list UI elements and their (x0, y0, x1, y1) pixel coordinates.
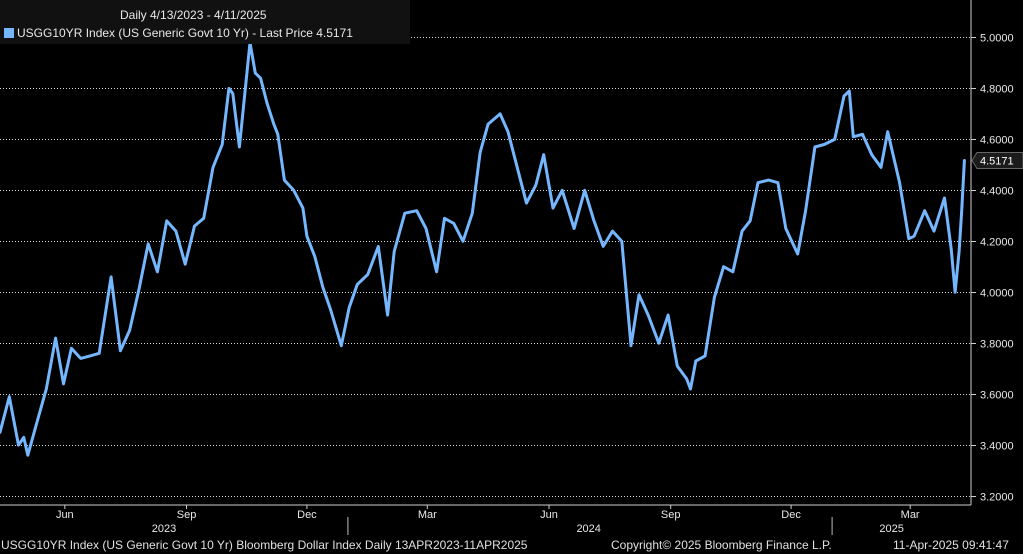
footer-timestamp: 11-Apr-2025 09:41:47 (893, 538, 1009, 552)
x-tick-label: Dec (297, 509, 317, 521)
y-tick-label: 4.0000 (980, 288, 1014, 300)
y-tick-label: 3.6000 (980, 390, 1014, 402)
chart-title: Daily 4/13/2023 - 4/11/2025 (120, 8, 267, 22)
year-label: 2023 (152, 523, 176, 535)
x-tick-label: Mar (901, 509, 920, 521)
chart-legend: Daily 4/13/2023 - 4/11/2025 USGG10YR Ind… (0, 0, 410, 44)
footer-ticker-info: USGG10YR Index (US Generic Govt 10 Yr) B… (1, 538, 528, 552)
y-tick-label: 4.4000 (980, 186, 1014, 198)
last-price-marker (971, 151, 1023, 169)
year-label: 2025 (879, 523, 903, 535)
last-price-label: 4.5171 (980, 155, 1014, 167)
y-tick-label: 4.2000 (980, 237, 1014, 249)
series-line (0, 41, 966, 457)
x-tick-label: Mar (418, 509, 437, 521)
footer-copyright: Copyright© 2025 Bloomberg Finance L.P. (611, 538, 832, 552)
x-tick-label: Jun (56, 509, 74, 521)
legend-series-label: USGG10YR Index (US Generic Govt 10 Yr) -… (17, 26, 353, 40)
y-tick-label: 5.0000 (980, 33, 1014, 45)
x-tick-label: Sep (177, 509, 197, 521)
legend-series: USGG10YR Index (US Generic Govt 10 Yr) -… (4, 26, 353, 40)
y-tick-label: 3.4000 (980, 441, 1014, 453)
x-tick-label: Sep (661, 509, 681, 521)
chart-footer: USGG10YR Index (US Generic Govt 10 Yr) B… (0, 536, 1023, 554)
price-chart: 3.2000 3.4000 3.6000 3.8000 4.0000 4.2000 4.40… (0, 0, 1023, 535)
x-tick-label: Dec (781, 509, 801, 521)
y-tick-label: 3.2000 (980, 492, 1014, 504)
year-label: 2024 (576, 523, 600, 535)
legend-swatch (4, 28, 14, 38)
y-tick-label: 4.6000 (980, 135, 1014, 147)
y-tick-label: 3.8000 (980, 339, 1014, 351)
y-tick-label: 4.8000 (980, 84, 1014, 96)
x-tick-label: Jun (540, 509, 558, 521)
